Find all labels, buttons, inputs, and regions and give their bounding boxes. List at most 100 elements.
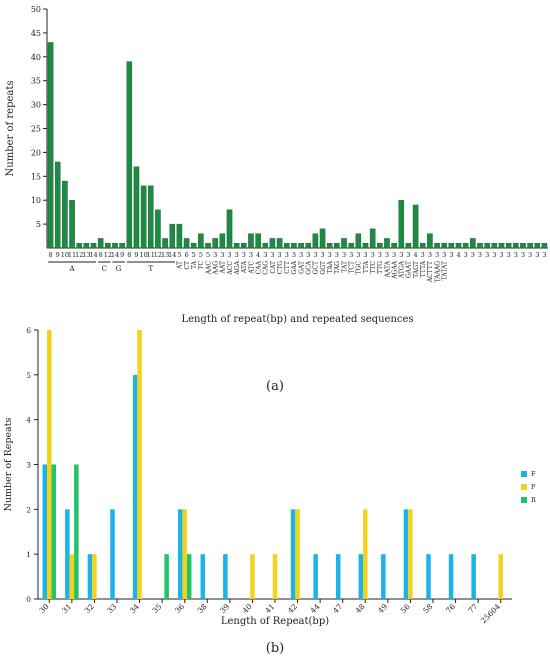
bar-a [448,243,455,249]
x-axis-title-a: Length of repeat(bp) and repeated sequen… [181,314,413,325]
bar-a [498,243,505,249]
x-tick-label-a: 3 [356,251,360,259]
group-label-a: C [102,265,107,273]
x-tick-label-a: 3 [464,251,468,259]
bar-b-f [87,554,93,599]
motif-label-a: AATA [384,260,391,278]
x-tick-label-a: 3 [449,251,453,259]
y-tick-label-a: 40 [31,53,41,62]
bar-a [434,243,440,249]
x-tick-label-b: 34 [128,602,141,615]
bar-a [341,238,347,249]
x-tick-label-a: 3 [342,251,346,259]
bar-b-r [51,464,57,599]
x-tick-label-a: 3 [235,251,239,259]
bar-a [219,233,226,249]
x-tick-label-a: 5 [192,251,196,259]
bar-a [462,243,469,249]
bar-a [362,243,369,249]
bar-b-f [177,509,183,599]
x-tick-label-a: 5 [199,251,203,259]
bar-a [491,243,498,249]
x-tick-label-b: 41 [263,602,276,615]
x-tick-label-b: 56 [399,602,412,615]
x-tick-label-a: 3 [521,251,525,259]
motif-label-a: AAC [205,261,212,276]
bar-b-p [182,509,187,599]
x-tick-label-a: 3 [378,251,382,259]
x-tick-label-a: 3 [535,251,539,259]
bar-a [155,209,161,249]
x-tick-label-a: 3 [499,251,503,259]
x-tick-label-a: 13 [161,251,169,259]
x-tick-label-b: 76 [444,602,457,615]
x-tick-label-a: 4 [256,251,260,259]
motif-label-a: GCA [306,260,313,274]
motif-label-a: CT [184,261,191,270]
y-tick-label-a: 10 [31,196,41,205]
x-tick-label-a: 3 [385,251,389,259]
bar-a [248,233,254,249]
bar-b-f [42,464,48,599]
bar-a [190,243,197,249]
bar-a [126,61,133,249]
bar-a [133,166,140,249]
bar-a [69,199,75,249]
x-tick-label-a: 4 [456,251,460,259]
bar-a [226,209,233,249]
motif-label-a: TAAAG [434,261,441,283]
x-tick-label-a: 6 [184,251,188,259]
bar-b-p [69,554,75,599]
motif-label-a: TC [198,261,205,270]
x-tick-label-a: 10 [61,251,69,259]
x-tick-label-b: 32 [83,602,96,615]
bar-b-f [471,554,476,599]
group-label-a: T [148,265,153,273]
y-tick-label-a: 50 [31,5,41,14]
bar-b-f [381,554,386,599]
x-tick-label-a: 8 [127,251,131,259]
bar-b-p [92,554,97,599]
bar-b-r [74,464,79,599]
y-tick-label-b: 5 [26,371,31,380]
bar-a [377,243,383,249]
bar-b-r [186,554,192,599]
x-tick-label-b: 77 [466,602,479,615]
x-tick-label-a: 12 [75,251,83,259]
bar-a [398,199,405,249]
bar-b-f [290,509,296,599]
bar-a [105,243,111,249]
bar-b-f [313,554,318,599]
bar-b-f [110,509,115,599]
x-tick-label-a: 11 [147,251,155,259]
bar-a [455,243,462,249]
bar-a [262,243,269,249]
bar-b-p [137,330,142,599]
bar-b-f [200,554,206,599]
x-tick-label-b: 42 [286,602,299,615]
x-tick-label-b: 30 [38,602,51,615]
bar-a [205,243,211,249]
motif-label-a: GAAT [406,261,413,278]
bar-a [348,243,354,249]
motif-label-a: AGAA [391,260,398,279]
motif-label-a: GAT [298,261,305,274]
legend-label-b: F [531,470,536,478]
bar-a [319,228,326,249]
motif-label-a: AGA [234,260,241,275]
y-tick-label-a: 15 [31,172,41,181]
legend-label-b: P [531,483,536,491]
motif-label-a: TCT [348,261,355,274]
x-tick-label-a: 3 [485,251,489,259]
x-tick-label-a: 3 [542,251,546,259]
y-tick-label-a: 5 [36,220,41,229]
bar-a [427,233,433,249]
x-tick-label-a: 13 [82,251,90,259]
motif-label-a: AAT [220,261,227,274]
bar-a [298,243,304,249]
motif-label-a: TAA [327,260,334,273]
x-tick-label-a: 4 [414,251,418,259]
bar-b-p [295,509,300,599]
x-tick-label-a: 3 [442,251,446,259]
